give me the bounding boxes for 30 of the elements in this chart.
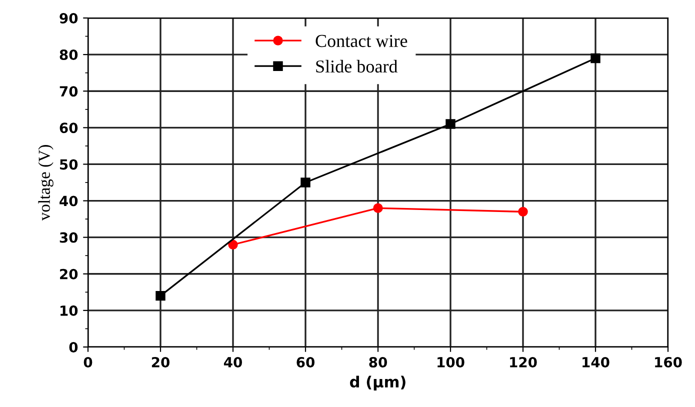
y-axis-title: voltage (V)	[38, 145, 54, 221]
x-tick-label: 120	[510, 356, 537, 368]
x-axis-title: d (μm)	[350, 376, 406, 391]
point	[373, 203, 383, 213]
point	[300, 178, 310, 188]
y-tick-label: 80	[60, 50, 78, 60]
point	[518, 206, 528, 217]
point	[446, 119, 456, 129]
y-tick-label: 30	[60, 232, 78, 243]
x-tick-label: 40	[224, 356, 242, 368]
point	[228, 240, 238, 250]
x-tick-label: 0	[84, 356, 92, 368]
y-tick-label: 50	[60, 159, 78, 170]
legend-label: Contact wire	[316, 34, 408, 48]
point	[156, 290, 166, 301]
y-tick-label: 90	[60, 12, 78, 24]
x-tick-label: 100	[438, 356, 464, 368]
y-tick-label: 70	[60, 86, 78, 97]
x-tick-label: 140	[582, 356, 610, 368]
point	[590, 53, 600, 64]
y-tick-label: 0	[69, 342, 78, 352]
x-tick-label: 160	[655, 356, 682, 368]
x-tick-label: 80	[369, 356, 387, 368]
legend-label: Slide board	[316, 60, 398, 73]
y-tick-label: 20	[60, 268, 78, 280]
x-tick-label: 60	[296, 356, 314, 368]
y-tick-label: 60	[60, 122, 78, 134]
y-tick-label: 40	[60, 196, 78, 206]
x-tick-label: 20	[152, 356, 170, 368]
y-tick-label: 10	[60, 305, 78, 316]
